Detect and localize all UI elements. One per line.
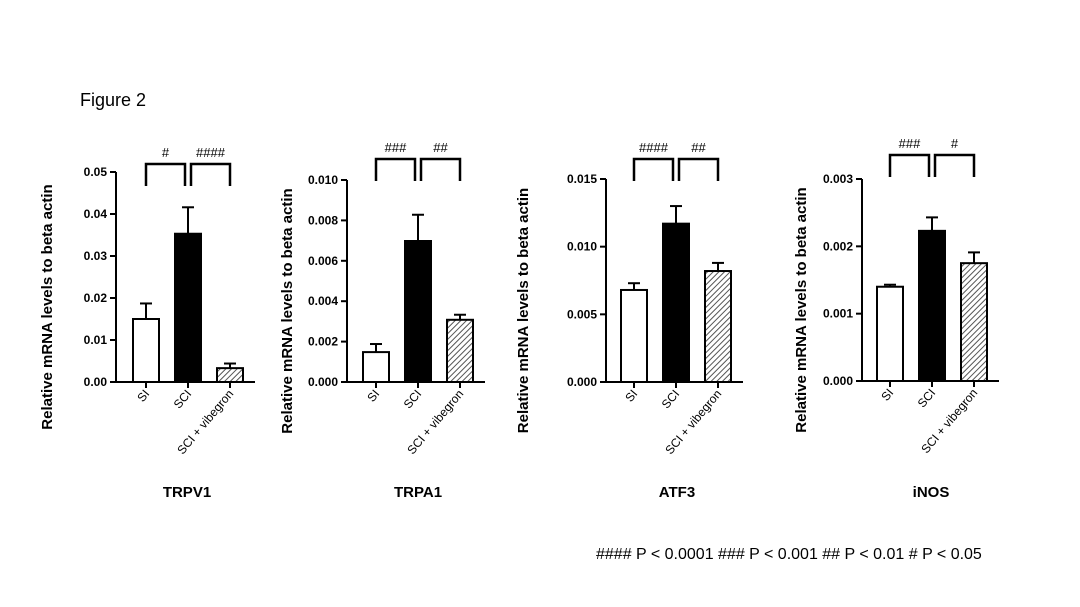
- bar-sci-vibegron: [704, 270, 732, 384]
- bar-si: [620, 288, 648, 383]
- panel-title: TRPA1: [394, 484, 442, 501]
- panel-title: iNOS: [913, 484, 950, 501]
- significance-bracket: [933, 153, 976, 177]
- category-label: SI: [134, 387, 152, 405]
- y-axis-label: Relative mRNA levels to beta actin: [279, 188, 296, 433]
- category-label: SCI: [171, 387, 195, 411]
- panel-title: ATF3: [659, 484, 695, 501]
- y-tick-label: 0.006: [308, 254, 338, 268]
- figure-label: Figure 2: [80, 90, 147, 110]
- bar-sci: [404, 240, 432, 383]
- panel-title: TRPV1: [163, 484, 211, 501]
- significance-label: ##: [433, 140, 448, 155]
- bar-sci: [918, 229, 946, 382]
- y-tick-label: 0.015: [567, 172, 597, 186]
- chart-panel-trpa1: 0.000 0.002 0.004 0.006 0.008 0.010 Relative m…: [279, 140, 485, 501]
- significance-legend: #### P < 0.0001 ### P < 0.001 ## P < 0.0…: [596, 546, 982, 563]
- bar-si: [876, 285, 904, 383]
- y-tick-label: 0.02: [84, 291, 108, 305]
- significance-label: ##: [691, 140, 706, 155]
- significance-label: ###: [385, 140, 407, 155]
- bar-si: [362, 351, 390, 384]
- bar-sci-vibegron: [960, 262, 988, 382]
- y-tick-label: 0.010: [567, 240, 597, 254]
- significance-label: ###: [899, 136, 921, 151]
- y-tick-label: 0.003: [823, 172, 853, 186]
- category-label: SI: [878, 386, 896, 404]
- bar-sci: [662, 222, 690, 383]
- bar-sci-vibegron: [446, 318, 474, 383]
- significance-bracket: [189, 162, 232, 186]
- y-tick-label: 0.00: [84, 375, 108, 389]
- significance-label: #: [951, 136, 959, 151]
- y-axis-label: Relative mRNA levels to beta actin: [39, 184, 56, 429]
- chart-panel-trpv1: 0.00 0.01 0.02 0.03 0.04 0.05 Relative mRNA le…: [39, 145, 255, 501]
- bar-sci-vibegron: [216, 367, 244, 384]
- significance-label: #: [162, 145, 170, 160]
- category-label: SCI: [401, 387, 425, 411]
- chart-panel-inos: 0.000 0.001 0.002 0.003 Relative mRNA levels…: [793, 136, 999, 501]
- y-tick-label: 0.01: [84, 333, 108, 347]
- significance-bracket: [144, 162, 187, 186]
- category-label: SI: [364, 387, 382, 405]
- y-tick-label: 0.002: [308, 335, 338, 349]
- y-tick-label: 0.008: [308, 213, 338, 227]
- y-tick-label: 0.005: [567, 307, 597, 321]
- significance-label: ####: [196, 145, 226, 160]
- significance-bracket: [677, 157, 720, 181]
- significance-bracket: [888, 153, 931, 177]
- significance-bracket: [374, 157, 417, 181]
- bar-si: [132, 318, 160, 383]
- chart-panel-atf3: 0.000 0.005 0.010 0.015 Relative mRNA levels…: [515, 140, 743, 501]
- y-tick-label: 0.002: [823, 239, 853, 253]
- significance-bracket: [632, 157, 675, 181]
- y-tick-label: 0.000: [823, 374, 853, 388]
- y-tick-label: 0.001: [823, 307, 853, 321]
- significance-bracket: [419, 157, 462, 181]
- significance-label: ####: [639, 140, 669, 155]
- y-tick-label: 0.004: [308, 294, 338, 308]
- y-tick-label: 0.05: [84, 165, 108, 179]
- y-tick-label: 0.04: [84, 207, 108, 221]
- category-label: SI: [622, 387, 640, 405]
- bar-sci: [174, 232, 202, 383]
- y-tick-label: 0.03: [84, 249, 108, 263]
- y-tick-label: 0.010: [308, 173, 338, 187]
- y-axis-label: Relative mRNA levels to beta actin: [793, 187, 810, 432]
- y-axis-label: Relative mRNA levels to beta actin: [515, 188, 532, 433]
- category-label: SCI: [659, 387, 683, 411]
- y-tick-label: 0.000: [308, 375, 338, 389]
- y-tick-label: 0.000: [567, 375, 597, 389]
- category-label: SCI: [915, 386, 939, 410]
